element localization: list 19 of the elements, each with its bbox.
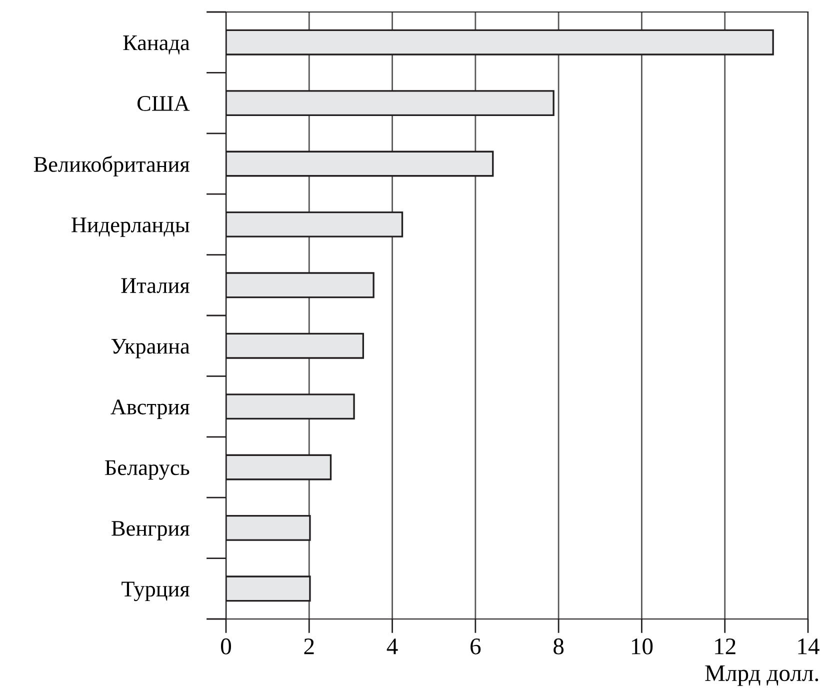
y-tick-label: Нидерланды — [72, 218, 190, 237]
x-tick-label: 8 — [554, 638, 564, 654]
x-axis-title: Млрд долл. — [705, 665, 818, 686]
x-tick-label: 6 — [470, 638, 481, 654]
y-tick-label: Канада — [123, 36, 190, 54]
y-tick-label: США — [138, 96, 190, 111]
x-tick-label: 14 — [798, 638, 820, 654]
x-tick-label: 2 — [304, 638, 314, 654]
y-tick-label: Украина — [111, 339, 190, 358]
y-tick-label: Австрия — [110, 400, 190, 419]
x-tick-label: 4 — [386, 638, 398, 654]
y-tick-label: Великобритания — [34, 156, 190, 176]
y-tick-label: Турция — [122, 582, 190, 602]
x-tick-label: 0 — [220, 638, 232, 654]
y-tick-label: Италия — [121, 278, 190, 294]
x-tick-label: 12 — [715, 638, 736, 654]
y-tick-label: Беларусь — [105, 460, 190, 480]
y-tick-label: Венгрия — [112, 521, 190, 540]
x-tick-label: 10 — [632, 638, 653, 654]
